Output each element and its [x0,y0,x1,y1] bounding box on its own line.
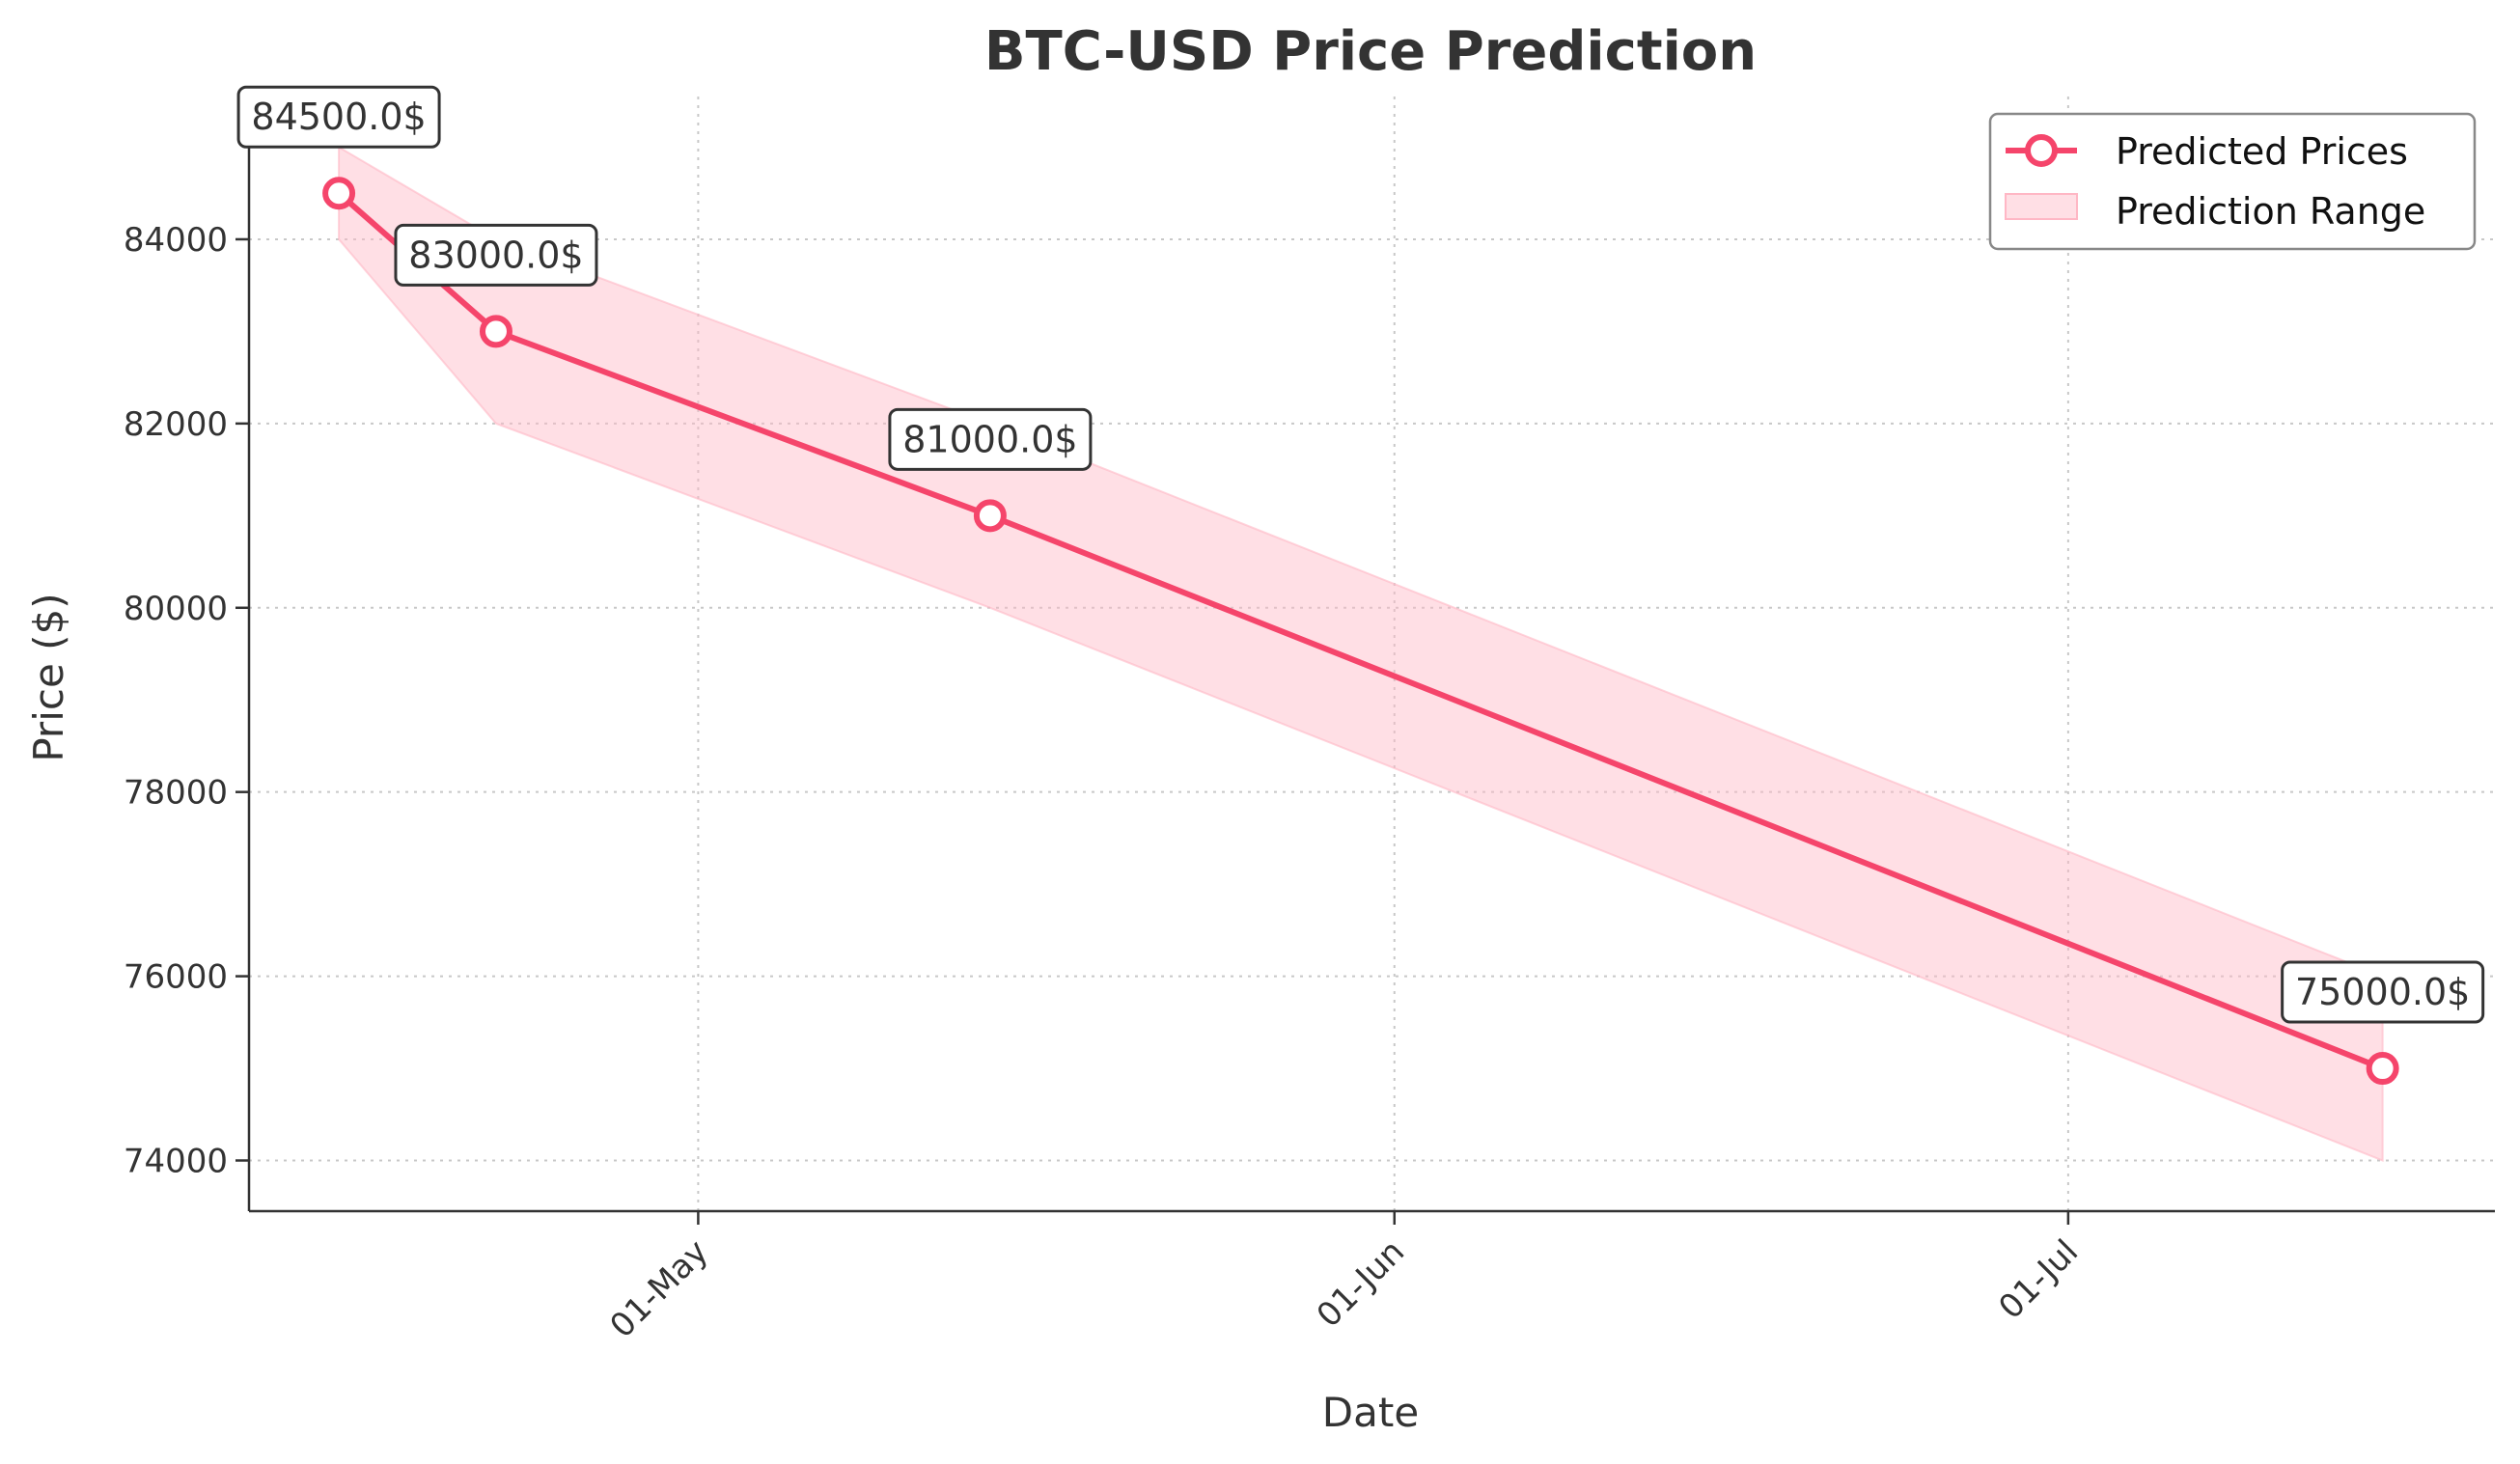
data-point [2366,1052,2399,1086]
y-tick-label: 76000 [124,958,228,997]
x-tick-label: 01-Jul [1991,1232,2086,1327]
data-label: 84500.0$ [251,96,426,138]
y-tick-label: 74000 [124,1143,228,1181]
data-label: 83000.0$ [408,234,583,276]
chart-title: BTC-USD Price Prediction [984,20,1757,83]
x-tick-label: 01-Jun [1310,1232,1412,1335]
prediction-range-layer [338,145,2384,1162]
data-label-box [2281,960,2485,1024]
legend-label-predicted: Predicted Prices [2116,130,2408,173]
y-tick-label: 78000 [124,774,228,813]
y-axis-label: Price ($) [25,593,72,761]
legend-label-range: Prediction Range [2116,190,2425,233]
data-points [322,177,2399,1086]
data-label-box [888,407,1093,471]
data-label-box [394,223,598,287]
x-tick-label: 01-May [603,1232,716,1345]
y-tick-label: 80000 [124,590,228,628]
data-point [973,499,1007,533]
y-ticks: 74000 76000 78000 80000 82000 84000 [124,221,249,1181]
data-labels: 84500.0$ 83000.0$ 81000.0$ 75000.0$ [236,85,2485,1024]
y-tick-label: 84000 [124,221,228,260]
legend-band-swatch [2005,193,2078,220]
x-ticks: 01-May 01-Jun 01-Jul [603,1211,2086,1345]
data-point [479,315,512,348]
grid-layer [249,97,2495,1211]
data-label-box [236,85,441,149]
axes-spines [247,97,2495,1213]
data-point [322,177,356,210]
legend: Predicted Prices Prediction Range [1988,112,2477,251]
legend-box [1988,112,2477,251]
y-tick-label: 82000 [124,405,228,444]
data-label: 75000.0$ [2295,971,2470,1013]
data-label: 81000.0$ [902,418,1077,460]
x-axis-label: Date [1322,1389,1419,1436]
legend-marker-swatch [2025,134,2058,167]
prediction-range-band [338,145,2384,1162]
